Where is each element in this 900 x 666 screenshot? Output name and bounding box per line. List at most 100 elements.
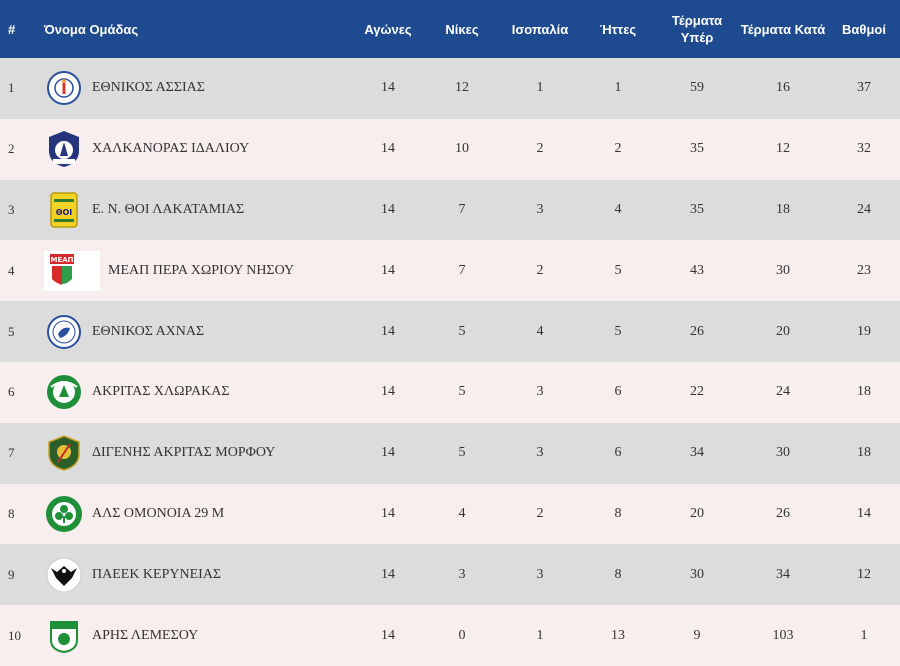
team-cell[interactable]: ΕΘΝΙΚΟΣ ΑΣΣΙΑΣ bbox=[40, 58, 352, 119]
table-row-10[interactable]: 10 ΑΡΗΣ ΛΕΜΕΣΟΥ 14 0 1 13 9 103 1 bbox=[0, 605, 900, 666]
team-cell[interactable]: ΧΑΛΚΑΝΟΡΑΣ ΙΔΑΛΙΟΥ bbox=[40, 119, 352, 180]
header-goals-against: Τέρματα Κατά bbox=[740, 21, 826, 37]
table-row-2[interactable]: 2 ΧΑΛΚΑΝΟΡΑΣ ΙΔΑΛΙΟΥ 14 10 2 2 35 12 32 bbox=[0, 118, 900, 180]
header-goals-for: Τέρματα Υπέρ bbox=[671, 13, 723, 45]
goals-against-cell: 20 bbox=[776, 323, 790, 339]
team-name[interactable]: ΕΘΝΙΚΟΣ ΑΣΣΙΑΣ bbox=[92, 80, 205, 96]
team-cell[interactable]: ΑΚΡΙΤΑΣ ΧΛΩΡΑΚΑΣ bbox=[40, 362, 352, 423]
team-name[interactable]: Ε. Ν. ΘΟΙ ΛΑΚΑΤΑΜΙΑΣ bbox=[92, 201, 245, 217]
points-cell: 18 bbox=[857, 384, 871, 400]
position-cell: 3 bbox=[8, 201, 15, 217]
header-draws: Ισοπαλία bbox=[511, 21, 569, 37]
points-cell: 23 bbox=[857, 262, 871, 278]
goals-for-cell: 59 bbox=[690, 80, 704, 96]
points-cell: 19 bbox=[857, 323, 871, 339]
goals-against-cell: 26 bbox=[776, 505, 790, 521]
goals-against-cell: 24 bbox=[776, 384, 790, 400]
table-row-5[interactable]: 5 ΕΘΝΙΚΟΣ ΑΧΝΑΣ 14 5 4 5 26 20 19 bbox=[0, 301, 900, 362]
position-cell: 2 bbox=[8, 141, 15, 157]
header-points: Βαθμοί bbox=[842, 21, 886, 37]
points-cell: 14 bbox=[857, 505, 871, 521]
table-row-7[interactable]: 7 ΔΙΓΕΝΗΣ ΑΚΡΙΤΑΣ ΜΟΡΦΟΥ 14 5 3 6 34 30 … bbox=[0, 422, 900, 484]
team-cell[interactable]: ΜΕΑΠ ΜΕΑΠ ΠΕΡΑ ΧΩΡΙΟΥ ΝΗΣΟΥ bbox=[40, 240, 352, 301]
points-cell: 18 bbox=[857, 445, 871, 461]
team-name[interactable]: ΠΑΕΕΚ ΚΕΡΥΝΕΙΑΣ bbox=[92, 566, 222, 582]
position-cell: 8 bbox=[8, 505, 15, 521]
goals-for-cell: 9 bbox=[693, 627, 701, 643]
ethnikos-assias-crest-icon bbox=[42, 66, 86, 110]
wins-cell: 5 bbox=[458, 323, 466, 339]
table-row-3[interactable]: 3 ΘΟΙ Ε. Ν. ΘΟΙ ΛΑΚΑΤΑΜΙΑΣ 14 7 3 4 35 1… bbox=[0, 179, 900, 241]
position-cell: 1 bbox=[8, 80, 15, 96]
header-wins: Νίκες bbox=[445, 21, 479, 37]
team-name[interactable]: ΕΘΝΙΚΟΣ ΑΧΝΑΣ bbox=[92, 323, 205, 339]
goals-for-cell: 30 bbox=[690, 566, 704, 582]
goals-against-cell: 12 bbox=[776, 141, 790, 157]
losses-cell: 6 bbox=[614, 384, 622, 400]
losses-cell: 6 bbox=[614, 445, 622, 461]
omonoia-crest-icon bbox=[42, 492, 86, 536]
akritas-crest-icon bbox=[42, 370, 86, 414]
table-row-4[interactable]: 4 ΜΕΑΠ ΜΕΑΠ ΠΕΡΑ ΧΩΡΙΟΥ ΝΗΣΟΥ 14 7 2 5 4… bbox=[0, 240, 900, 302]
team-cell[interactable]: ΔΙΓΕΝΗΣ ΑΚΡΙΤΑΣ ΜΟΡΦΟΥ bbox=[40, 423, 352, 484]
table-row-1[interactable]: 1 ΕΘΝΙΚΟΣ ΑΣΣΙΑΣ 14 12 1 1 59 16 37 bbox=[0, 58, 900, 119]
table-row-9[interactable]: 9 ΠΑΕΕΚ ΚΕΡΥΝΕΙΑΣ 14 3 3 8 30 34 12 bbox=[0, 544, 900, 606]
points-cell: 32 bbox=[857, 141, 871, 157]
wins-cell: 3 bbox=[458, 566, 466, 582]
wins-cell: 5 bbox=[458, 384, 466, 400]
goals-for-cell: 26 bbox=[690, 323, 704, 339]
losses-cell: 1 bbox=[614, 80, 622, 96]
chalkanoras-crest-icon bbox=[42, 127, 86, 171]
meap-crest-icon: ΜΕΑΠ bbox=[42, 249, 102, 293]
team-name[interactable]: ΑΛΣ ΟΜΟΝΟΙΑ 29 Μ bbox=[92, 505, 225, 521]
team-cell[interactable]: ΑΛΣ ΟΜΟΝΟΙΑ 29 Μ bbox=[40, 484, 352, 545]
draws-cell: 2 bbox=[536, 141, 544, 157]
goals-against-cell: 103 bbox=[772, 627, 794, 643]
team-cell[interactable]: ΠΑΕΕΚ ΚΕΡΥΝΕΙΑΣ bbox=[40, 544, 352, 605]
team-cell[interactable]: ΘΟΙ Ε. Ν. ΘΟΙ ΛΑΚΑΤΑΜΙΑΣ bbox=[40, 180, 352, 241]
played-cell: 14 bbox=[381, 262, 395, 278]
position-cell: 6 bbox=[8, 384, 15, 400]
team-name[interactable]: ΑΡΗΣ ΛΕΜΕΣΟΥ bbox=[92, 627, 199, 643]
team-name[interactable]: ΔΙΓΕΝΗΣ ΑΚΡΙΤΑΣ ΜΟΡΦΟΥ bbox=[92, 445, 276, 461]
losses-cell: 5 bbox=[614, 262, 622, 278]
points-cell: 37 bbox=[857, 80, 871, 96]
goals-for-cell: 35 bbox=[690, 141, 704, 157]
team-name[interactable]: ΜΕΑΠ ΠΕΡΑ ΧΩΡΙΟΥ ΝΗΣΟΥ bbox=[108, 262, 295, 278]
losses-cell: 8 bbox=[614, 505, 622, 521]
draws-cell: 4 bbox=[536, 323, 544, 339]
position-cell: 4 bbox=[8, 262, 15, 278]
digenis-crest-icon bbox=[42, 431, 86, 475]
team-name[interactable]: ΧΑΛΚΑΝΟΡΑΣ ΙΔΑΛΙΟΥ bbox=[92, 141, 250, 157]
team-cell[interactable]: ΑΡΗΣ ΛΕΜΕΣΟΥ bbox=[40, 605, 352, 666]
draws-cell: 3 bbox=[536, 201, 544, 217]
wins-cell: 0 bbox=[458, 627, 466, 643]
aris-crest-icon bbox=[42, 614, 86, 658]
goals-against-cell: 16 bbox=[776, 80, 790, 96]
goals-against-cell: 34 bbox=[776, 566, 790, 582]
wins-cell: 7 bbox=[458, 262, 466, 278]
wins-cell: 7 bbox=[458, 201, 466, 217]
goals-for-cell: 20 bbox=[690, 505, 704, 521]
draws-cell: 3 bbox=[536, 566, 544, 582]
table-row-8[interactable]: 8 ΑΛΣ ΟΜΟΝΟΙΑ 29 Μ 14 4 2 8 20 26 14 bbox=[0, 483, 900, 545]
svg-text:ΘΟΙ: ΘΟΙ bbox=[56, 208, 73, 217]
header-played: Αγώνες bbox=[364, 21, 412, 37]
wins-cell: 10 bbox=[455, 141, 469, 157]
played-cell: 14 bbox=[381, 627, 395, 643]
wins-cell: 12 bbox=[455, 80, 469, 96]
played-cell: 14 bbox=[381, 323, 395, 339]
goals-for-cell: 34 bbox=[690, 445, 704, 461]
paeek-crest-icon bbox=[42, 553, 86, 597]
table-header-row: # Όνομα Ομάδας Αγώνες Νίκες Ισοπαλία Ήττ… bbox=[0, 0, 900, 58]
played-cell: 14 bbox=[381, 80, 395, 96]
table-row-6[interactable]: 6 ΑΚΡΙΤΑΣ ΧΛΩΡΑΚΑΣ 14 5 3 6 22 24 18 bbox=[0, 361, 900, 423]
played-cell: 14 bbox=[381, 445, 395, 461]
team-cell[interactable]: ΕΘΝΙΚΟΣ ΑΧΝΑΣ bbox=[40, 301, 352, 362]
header-team-name: Όνομα Ομάδας bbox=[44, 21, 139, 37]
points-cell: 12 bbox=[857, 566, 871, 582]
team-name[interactable]: ΑΚΡΙΤΑΣ ΧΛΩΡΑΚΑΣ bbox=[92, 384, 230, 400]
header-position: # bbox=[8, 21, 16, 37]
draws-cell: 2 bbox=[536, 505, 544, 521]
